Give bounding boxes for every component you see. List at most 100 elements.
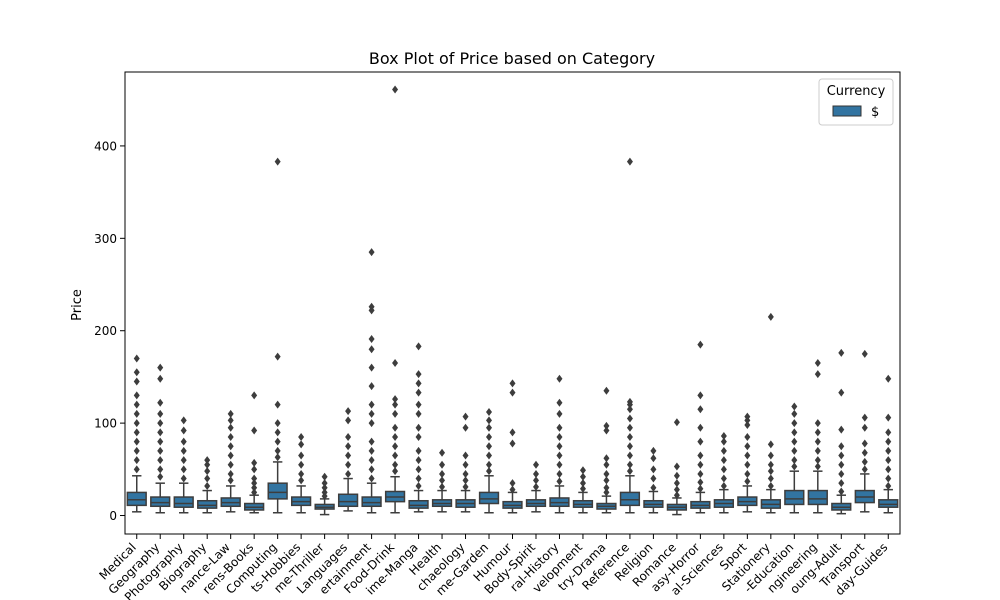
outlier-point xyxy=(157,428,164,437)
outlier-point xyxy=(579,479,586,488)
outlier-point xyxy=(650,483,657,492)
outlier-point xyxy=(744,412,751,421)
outlier-point xyxy=(486,432,493,441)
outlier-point xyxy=(298,476,305,485)
outlier-point xyxy=(462,423,469,432)
outlier-point xyxy=(650,454,657,463)
outlier-point xyxy=(415,342,422,351)
outlier-point xyxy=(251,458,258,467)
box-health xyxy=(431,448,453,513)
outlier-point xyxy=(157,472,164,481)
outlier-point xyxy=(274,428,281,437)
box-romance xyxy=(666,418,688,516)
outlier-point xyxy=(133,391,140,400)
box-languages xyxy=(337,407,359,512)
outlier-point xyxy=(180,426,187,435)
outlier-point xyxy=(532,460,539,469)
y-tick-label: 0 xyxy=(109,509,117,523)
y-tick-label: 100 xyxy=(94,417,117,431)
box-home-garden xyxy=(478,408,500,514)
outlier-point xyxy=(838,487,845,496)
outlier-point xyxy=(720,474,727,483)
box-religion xyxy=(643,446,664,514)
outlier-point xyxy=(767,481,774,490)
y-tick-label: 300 xyxy=(94,232,117,246)
outlier-point xyxy=(157,398,164,407)
outlier-point xyxy=(603,386,610,395)
outlier-point xyxy=(486,460,493,469)
outlier-point xyxy=(885,428,892,437)
outlier-point xyxy=(368,363,375,372)
outlier-point xyxy=(415,481,422,490)
outlier-point xyxy=(838,460,845,469)
outlier-point xyxy=(133,446,140,455)
outlier-point xyxy=(697,469,704,478)
outlier-point xyxy=(603,421,610,430)
outlier-point xyxy=(274,157,281,166)
outlier-point xyxy=(345,451,352,460)
outlier-point xyxy=(133,400,140,409)
outlier-point xyxy=(133,409,140,418)
outlier-point xyxy=(697,460,704,469)
outlier-point xyxy=(462,412,469,421)
outlier-point xyxy=(626,405,633,414)
outlier-point xyxy=(462,460,469,469)
outlier-point xyxy=(204,456,211,465)
outlier-point xyxy=(720,446,727,455)
outlier-point xyxy=(532,482,539,491)
outlier-point xyxy=(133,428,140,437)
legend: Currency $ xyxy=(818,78,894,126)
outlier-point xyxy=(885,374,892,383)
outlier-point xyxy=(274,419,281,428)
iqr-box xyxy=(267,482,288,500)
outlier-point xyxy=(368,456,375,465)
outlier-point xyxy=(556,469,563,478)
outlier-point xyxy=(791,446,798,455)
box-archaeology xyxy=(455,412,476,513)
outlier-point xyxy=(885,446,892,455)
outlier-point xyxy=(814,437,821,446)
outlier-point xyxy=(133,354,140,363)
outlier-point xyxy=(626,414,633,423)
outlier-point xyxy=(885,456,892,465)
outlier-point xyxy=(439,482,446,491)
outlier-point xyxy=(227,476,234,485)
outlier-point xyxy=(227,423,234,432)
outlier-point xyxy=(650,474,657,483)
box-sport xyxy=(737,412,758,513)
outlier-point xyxy=(532,476,539,485)
outlier-point xyxy=(791,409,798,418)
outlier-point xyxy=(392,442,399,451)
outlier-point xyxy=(274,446,281,455)
outlier-point xyxy=(180,437,187,446)
outlier-point xyxy=(744,420,751,429)
outlier-point xyxy=(791,402,798,411)
outlier-point xyxy=(744,460,751,469)
outlier-point xyxy=(720,437,727,446)
outlier-point xyxy=(415,446,422,455)
y-tick-label: 200 xyxy=(94,324,117,338)
box-finance-law xyxy=(220,409,241,513)
outlier-point xyxy=(673,491,680,500)
outlier-point xyxy=(556,442,563,451)
outlier-point xyxy=(368,474,375,483)
box-transport xyxy=(854,349,875,513)
box-crafts-hobbies xyxy=(290,432,312,514)
outlier-point xyxy=(626,397,633,406)
outlier-point xyxy=(697,484,704,493)
outlier-point xyxy=(626,432,633,441)
outlier-point xyxy=(298,451,305,460)
outlier-point xyxy=(626,423,633,432)
outlier-point xyxy=(439,448,446,457)
outlier-point xyxy=(532,469,539,478)
outlier-point xyxy=(345,432,352,441)
outlier-point xyxy=(814,456,821,465)
outlier-point xyxy=(274,437,281,446)
outlier-point xyxy=(321,488,328,497)
outlier-point xyxy=(697,478,704,487)
y-tick-label: 400 xyxy=(94,139,117,153)
box-reference xyxy=(619,157,641,514)
outlier-point xyxy=(274,352,281,361)
outlier-point xyxy=(720,456,727,465)
iqr-box xyxy=(361,496,382,508)
